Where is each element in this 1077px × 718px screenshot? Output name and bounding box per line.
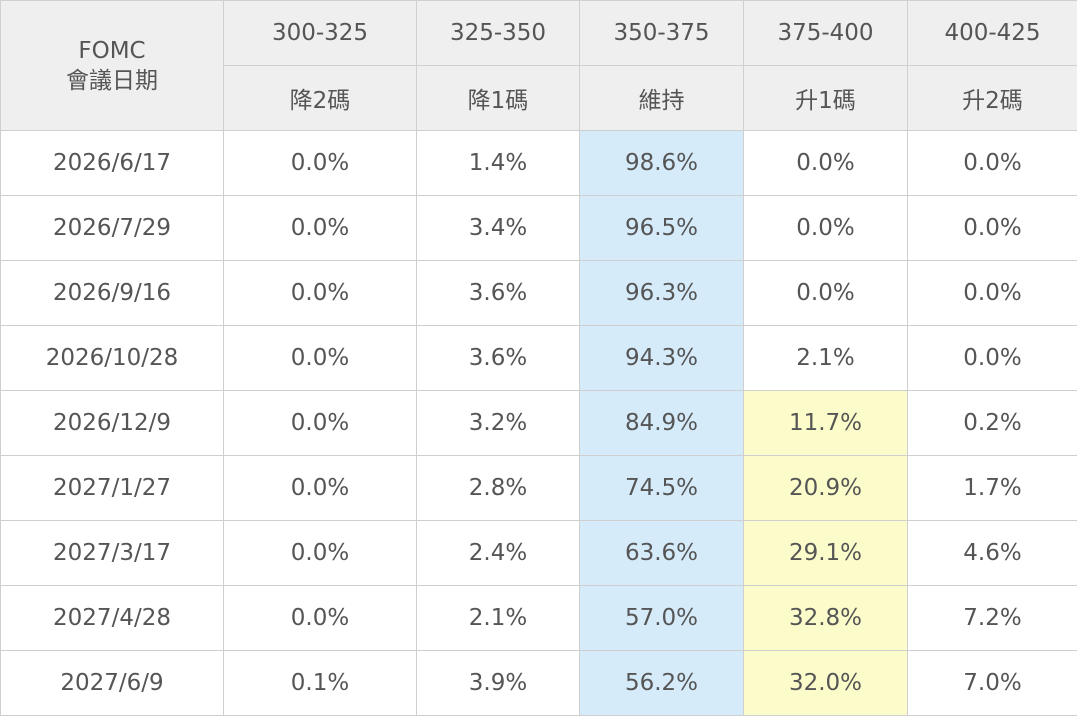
- probability-cell: 94.3%: [579, 325, 744, 391]
- probability-cell: 0.0%: [743, 130, 908, 196]
- probability-cell: 32.0%: [743, 650, 908, 716]
- rate-range-header: 325-350: [416, 0, 580, 66]
- table-row: 2027/1/27 0.0% 2.8% 74.5% 20.9% 1.7%: [0, 455, 1077, 521]
- probability-cell: 84.9%: [579, 390, 744, 456]
- probability-cell: 7.2%: [907, 585, 1077, 651]
- probability-cell: 11.7%: [743, 390, 908, 456]
- table-row: 2026/9/16 0.0% 3.6% 96.3% 0.0% 0.0%: [0, 260, 1077, 326]
- probability-cell: 98.6%: [579, 130, 744, 196]
- probability-cell: 2.1%: [416, 585, 580, 651]
- meeting-date-cell: 2026/10/28: [0, 325, 224, 391]
- probability-cell: 3.9%: [416, 650, 580, 716]
- probability-cell: 3.4%: [416, 195, 580, 261]
- table-row: 2026/7/29 0.0% 3.4% 96.5% 0.0% 0.0%: [0, 195, 1077, 261]
- probability-cell: 20.9%: [743, 455, 908, 521]
- probability-cell: 56.2%: [579, 650, 744, 716]
- probability-cell: 7.0%: [907, 650, 1077, 716]
- probability-cell: 96.3%: [579, 260, 744, 326]
- header-meeting-date-label: 會議日期: [66, 67, 158, 94]
- probability-cell: 3.6%: [416, 260, 580, 326]
- table-row: 2026/6/17 0.0% 1.4% 98.6% 0.0% 0.0%: [0, 130, 1077, 196]
- rate-range-header: 375-400: [743, 0, 908, 66]
- probability-cell: 74.5%: [579, 455, 744, 521]
- probability-cell: 0.0%: [743, 195, 908, 261]
- probability-cell: 32.8%: [743, 585, 908, 651]
- table-row: 2027/3/17 0.0% 2.4% 63.6% 29.1% 4.6%: [0, 520, 1077, 586]
- probability-cell: 0.0%: [223, 325, 417, 391]
- move-label-header: 升2碼: [907, 65, 1077, 131]
- probability-cell: 0.1%: [223, 650, 417, 716]
- probability-cell: 0.0%: [223, 390, 417, 456]
- probability-cell: 0.0%: [907, 325, 1077, 391]
- header-row-moves: 降2碼 降1碼 維持 升1碼 升2碼: [1, 65, 1077, 131]
- probability-cell: 1.7%: [907, 455, 1077, 521]
- header-fomc-label: FOMC: [78, 37, 146, 64]
- probability-cell: 3.2%: [416, 390, 580, 456]
- probability-cell: 1.4%: [416, 130, 580, 196]
- table-row: 2026/12/9 0.0% 3.2% 84.9% 11.7% 0.2%: [0, 390, 1077, 456]
- table-row: 2027/4/28 0.0% 2.1% 57.0% 32.8% 7.2%: [0, 585, 1077, 651]
- meeting-date-cell: 2027/6/9: [0, 650, 224, 716]
- probability-cell: 2.8%: [416, 455, 580, 521]
- probability-cell: 57.0%: [579, 585, 744, 651]
- meeting-date-cell: 2027/4/28: [0, 585, 224, 651]
- probability-cell: 4.6%: [907, 520, 1077, 586]
- move-label-header: 降1碼: [416, 65, 580, 131]
- rate-range-header: 300-325: [223, 0, 417, 66]
- probability-cell: 0.0%: [223, 260, 417, 326]
- probability-cell: 96.5%: [579, 195, 744, 261]
- probability-cell: 0.0%: [743, 260, 908, 326]
- table-body: 2026/6/17 0.0% 1.4% 98.6% 0.0% 0.0% 2026/7/29 0…: [0, 130, 1077, 716]
- meeting-date-cell: 2027/3/17: [0, 520, 224, 586]
- meeting-date-cell: 2026/7/29: [0, 195, 224, 261]
- probability-cell: 2.1%: [743, 325, 908, 391]
- meeting-date-cell: 2027/1/27: [0, 455, 224, 521]
- header-row-rate-ranges: FOMC 會議日期 300-325 325-350 350-375 375-40…: [0, 0, 1077, 131]
- probability-cell: 63.6%: [579, 520, 744, 586]
- probability-cell: 29.1%: [743, 520, 908, 586]
- move-label-header: 升1碼: [743, 65, 908, 131]
- meeting-date-cell: 2026/12/9: [0, 390, 224, 456]
- table-row: 2027/6/9 0.1% 3.9% 56.2% 32.0% 7.0%: [0, 650, 1077, 716]
- move-label-header: 維持: [579, 65, 744, 131]
- probability-cell: 3.6%: [416, 325, 580, 391]
- probability-cell: 0.0%: [223, 130, 417, 196]
- probability-cell: 0.2%: [907, 390, 1077, 456]
- table-row: 2026/10/28 0.0% 3.6% 94.3% 2.1% 0.0%: [0, 325, 1077, 391]
- move-label-header: 降2碼: [223, 65, 417, 131]
- probability-cell: 0.0%: [907, 130, 1077, 196]
- probability-cell: 0.0%: [223, 585, 417, 651]
- table-header: FOMC 會議日期 300-325 325-350 350-375 375-40…: [0, 0, 1077, 131]
- probability-cell: 0.0%: [907, 195, 1077, 261]
- header-corner-cell: FOMC 會議日期: [0, 0, 224, 131]
- meeting-date-cell: 2026/6/17: [0, 130, 224, 196]
- probability-cell: 2.4%: [416, 520, 580, 586]
- probability-cell: 0.0%: [223, 520, 417, 586]
- probability-cell: 0.0%: [223, 195, 417, 261]
- rate-range-header: 350-375: [579, 0, 744, 66]
- rate-range-header: 400-425: [907, 0, 1077, 66]
- meeting-date-cell: 2026/9/16: [0, 260, 224, 326]
- probability-cell: 0.0%: [223, 455, 417, 521]
- probability-cell: 0.0%: [907, 260, 1077, 326]
